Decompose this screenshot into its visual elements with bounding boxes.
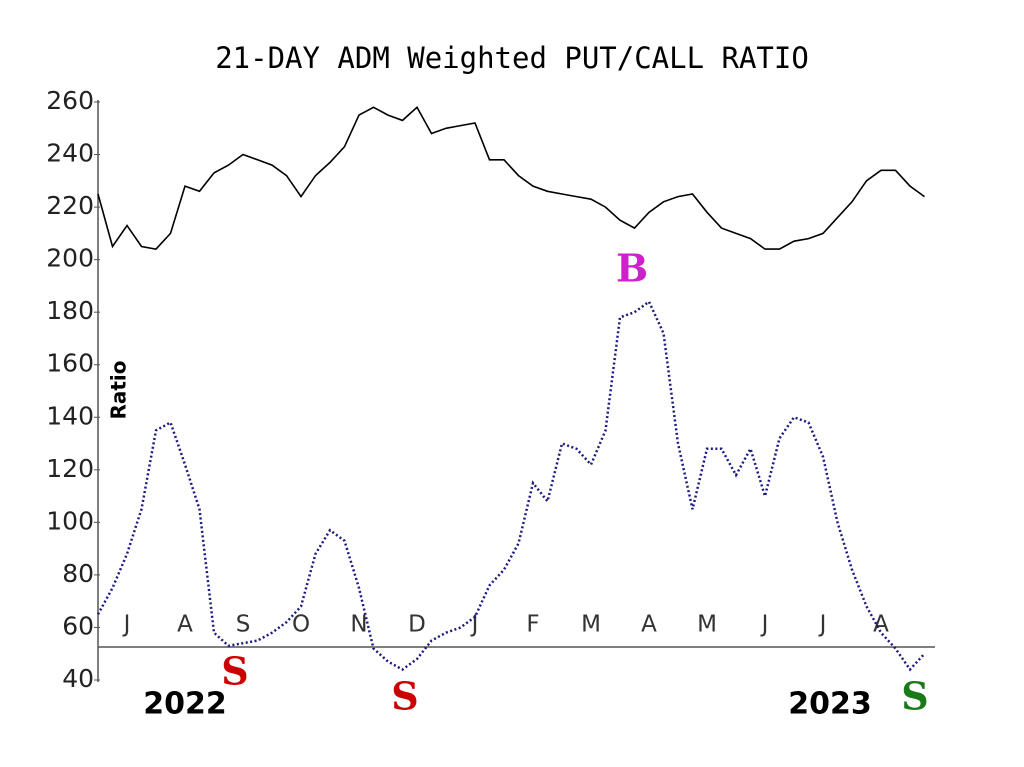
x-tick-label: N: [350, 612, 367, 638]
x-tick-label: J: [122, 612, 131, 638]
x-tick-label: M: [581, 612, 601, 638]
annotation: S: [221, 649, 248, 694]
x-tick-label: A: [641, 612, 657, 638]
y-tick-label: 40: [62, 664, 94, 693]
annotation: B: [616, 246, 648, 291]
x-tick-label: J: [760, 612, 769, 638]
x-tick-label: M: [697, 612, 717, 638]
x-tick-label: A: [873, 612, 889, 638]
x-tick-label: J: [470, 612, 479, 638]
y-tick-label: 220: [46, 191, 94, 220]
chart-title: 21-DAY ADM Weighted PUT/CALL RATIO: [215, 41, 809, 75]
y-label: Ratio: [107, 360, 131, 419]
x-tick-label: S: [236, 612, 251, 638]
x-tick-label: A: [177, 612, 193, 638]
x-tick-label: D: [408, 612, 426, 638]
y-tick-label: 60: [62, 611, 94, 640]
y-tick-label: 180: [46, 296, 94, 325]
x-tick-label: F: [526, 612, 539, 638]
x-tick-label: J: [818, 612, 827, 638]
y-tick-label: 200: [46, 244, 94, 273]
y-tick-label: 80: [62, 559, 94, 588]
year-label: 2023: [788, 687, 872, 722]
x-tick-label: O: [292, 612, 310, 638]
annotation: S: [391, 674, 418, 719]
year-label: 2022: [143, 687, 227, 722]
y-tick-label: 100: [46, 506, 94, 535]
series-line: [96, 299, 926, 672]
y-tick-label: 120: [46, 454, 94, 483]
annotation: S: [901, 674, 928, 719]
series-line: [97, 106, 925, 250]
y-tick-label: 160: [46, 349, 94, 378]
y-tick-label: 140: [46, 401, 94, 430]
y-tick-label: 240: [46, 139, 94, 168]
y-tick-label: 260: [46, 86, 94, 115]
